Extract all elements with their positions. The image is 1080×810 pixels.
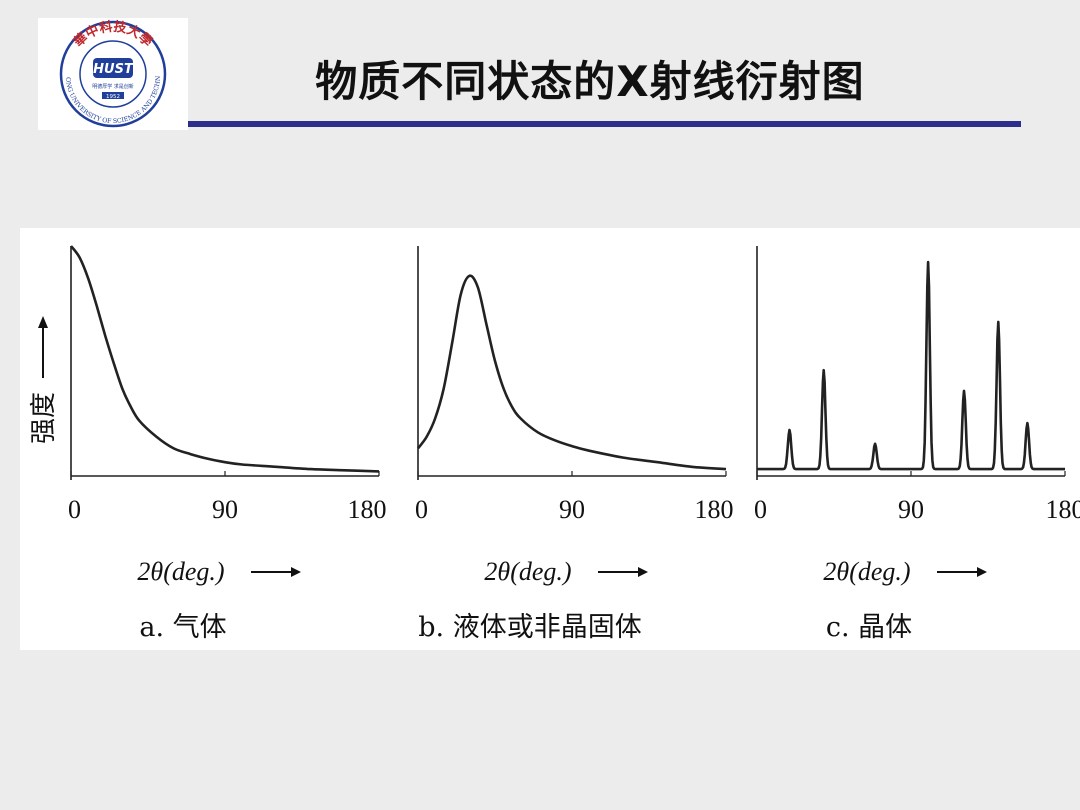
x-axis-label-gas: 2θ(deg.) (137, 557, 224, 586)
x-tick-label-crystal-180: 180 (1046, 495, 1080, 524)
x-axis-label-liquid: 2θ(deg.) (484, 557, 571, 586)
caption-liquid: b. 液体或非晶固体 (418, 612, 641, 643)
x-tick-label-gas-90: 90 (212, 495, 238, 524)
x-axis-arrow-head-crystal (977, 567, 987, 577)
logo-center-text: HUST (93, 62, 134, 77)
x-tick-label-gas-180: 180 (348, 495, 387, 524)
y-axis-arrow-head (38, 316, 48, 328)
x-tick-label-liquid-180: 180 (695, 495, 734, 524)
curve-liquid (416, 274, 727, 471)
diffraction-figure: 0 90 180 2θ(deg.) a. 气体 强度 0 90 180 2θ(deg.) b. 液体… (20, 228, 1080, 650)
university-logo: 華中科技大學 HUAZHONG UNIVERSITY OF SCIENCE AN… (38, 18, 188, 130)
curve-crystal (756, 260, 1066, 471)
x-tick-label-crystal-0: 0 (754, 495, 767, 524)
x-axis-arrow-head-gas (291, 567, 301, 577)
x-axis-label-crystal: 2θ(deg.) (823, 557, 910, 586)
title-underline (188, 121, 1021, 127)
x-axis-arrow-head-liquid (638, 567, 648, 577)
logo-year: 1952 (106, 94, 120, 100)
diffraction-charts: 0 90 180 2θ(deg.) a. 气体 强度 0 90 180 2θ(deg.) b. 液体… (29, 245, 1080, 643)
curve-gas (69, 245, 380, 473)
logo-year-box (102, 92, 124, 99)
slide-title: 物质不同状态的X射线衍射图 (315, 57, 865, 106)
y-axis-label: 强度 (29, 392, 59, 444)
x-tick-label-liquid-0: 0 (415, 495, 428, 524)
x-tick-label-liquid-90: 90 (559, 495, 585, 524)
logo-badge (93, 58, 133, 78)
x-tick-label-crystal-90: 90 (898, 495, 924, 524)
x-tick-label-gas-0: 0 (68, 495, 81, 524)
logo-motto: 明德厚学 求是创新 (92, 83, 134, 90)
caption-crystal: c. 晶体 (826, 612, 912, 643)
caption-gas: a. 气体 (139, 612, 226, 643)
